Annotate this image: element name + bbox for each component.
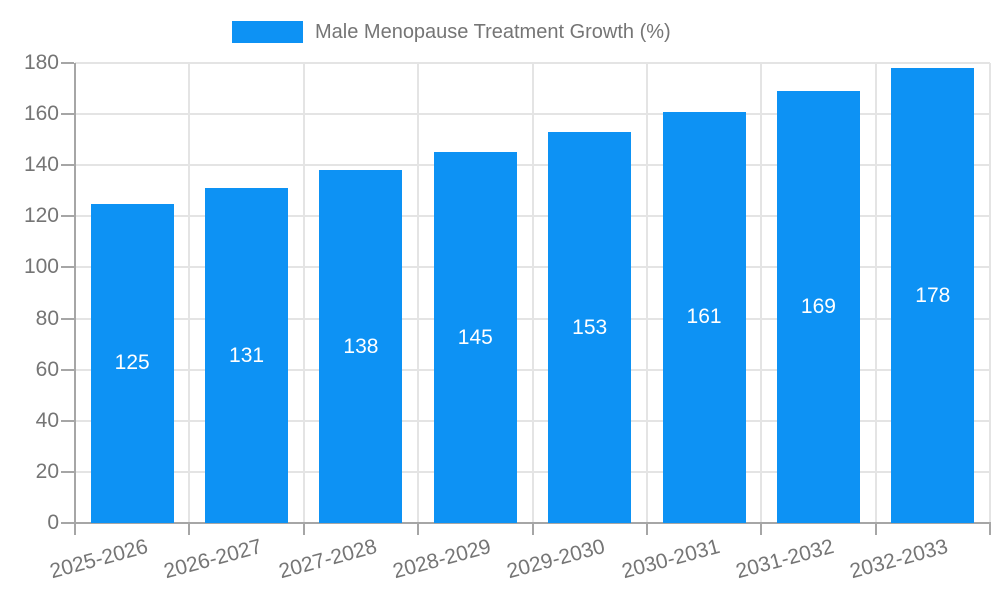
x-gridline [760, 63, 763, 523]
y-tick-mark [61, 470, 74, 473]
legend-item[interactable]: Male Menopause Treatment Growth (%) [232, 19, 671, 45]
legend-swatch [232, 21, 303, 43]
bar-value-label: 131 [229, 343, 265, 367]
y-tick-mark [61, 164, 74, 167]
x-tick-mark [531, 523, 534, 535]
x-axis-tick-label: 2025-2026 [47, 535, 151, 584]
bar-2030-2031[interactable] [662, 111, 746, 523]
bar-2028-2029[interactable] [433, 152, 517, 523]
bar-value-label: 145 [457, 325, 493, 349]
x-gridline [302, 63, 305, 523]
x-axis-tick-label: 2028-2029 [390, 535, 494, 584]
x-axis-tick-label: 2030-2031 [619, 535, 723, 584]
y-axis-tick-label: 160 [23, 102, 59, 126]
x-gridline [645, 63, 648, 523]
bar-value-label: 153 [572, 315, 608, 339]
x-tick-mark [302, 523, 305, 535]
bar-2032-2033[interactable] [891, 68, 975, 523]
x-tick-mark [989, 523, 991, 535]
x-axis-tick-label: 2026-2027 [161, 535, 265, 584]
x-axis-tick-label: 2027-2028 [275, 535, 379, 584]
x-axis-tick-label: 2029-2030 [504, 535, 608, 584]
y-axis-tick-label: 0 [47, 511, 59, 534]
bar-value-label: 161 [686, 305, 722, 329]
y-axis-tick-label: 80 [35, 306, 59, 330]
y-tick-mark [61, 522, 74, 524]
x-axis-line [74, 522, 991, 524]
y-axis-tick-label: 20 [35, 459, 59, 483]
bar-value-label: 169 [800, 295, 836, 319]
legend-label: Male Menopause Treatment Growth (%) [315, 21, 671, 43]
y-axis-tick-label: 100 [23, 255, 59, 279]
y-axis-tick-label: 140 [23, 153, 59, 177]
y-tick-mark [61, 368, 74, 371]
y-tick-mark [61, 266, 74, 269]
x-gridline [531, 63, 534, 523]
x-gridline [874, 63, 877, 523]
x-tick-mark [645, 523, 648, 535]
x-tick-mark [874, 523, 877, 535]
x-tick-mark [188, 523, 191, 535]
x-tick-mark [417, 523, 420, 535]
x-axis-tick-label: 2031-2032 [733, 535, 837, 584]
y-axis-tick-label: 60 [35, 357, 59, 381]
bar-value-label: 125 [114, 351, 150, 375]
x-tick-mark [760, 523, 763, 535]
y-tick-mark [61, 215, 74, 218]
y-tick-mark [61, 113, 74, 116]
y-axis-line [74, 63, 76, 535]
bar-2029-2030[interactable] [548, 132, 632, 523]
x-gridline [417, 63, 420, 523]
bar-2025-2026[interactable] [90, 203, 174, 523]
bar-value-label: 178 [915, 283, 951, 307]
bar-2031-2032[interactable] [776, 91, 860, 523]
y-axis-tick-label: 120 [23, 204, 59, 228]
x-axis-tick-label: 2032-2033 [847, 535, 951, 584]
x-gridline [989, 63, 991, 523]
bar-value-label: 138 [343, 334, 379, 358]
y-tick-mark [61, 419, 74, 422]
y-axis-tick-label: 180 [23, 51, 59, 74]
bar-2026-2027[interactable] [205, 188, 289, 523]
y-axis-tick-label: 40 [35, 408, 59, 432]
x-gridline [188, 63, 191, 523]
y-tick-mark [61, 62, 74, 64]
bar-2027-2028[interactable] [319, 170, 403, 523]
y-tick-mark [61, 317, 74, 320]
